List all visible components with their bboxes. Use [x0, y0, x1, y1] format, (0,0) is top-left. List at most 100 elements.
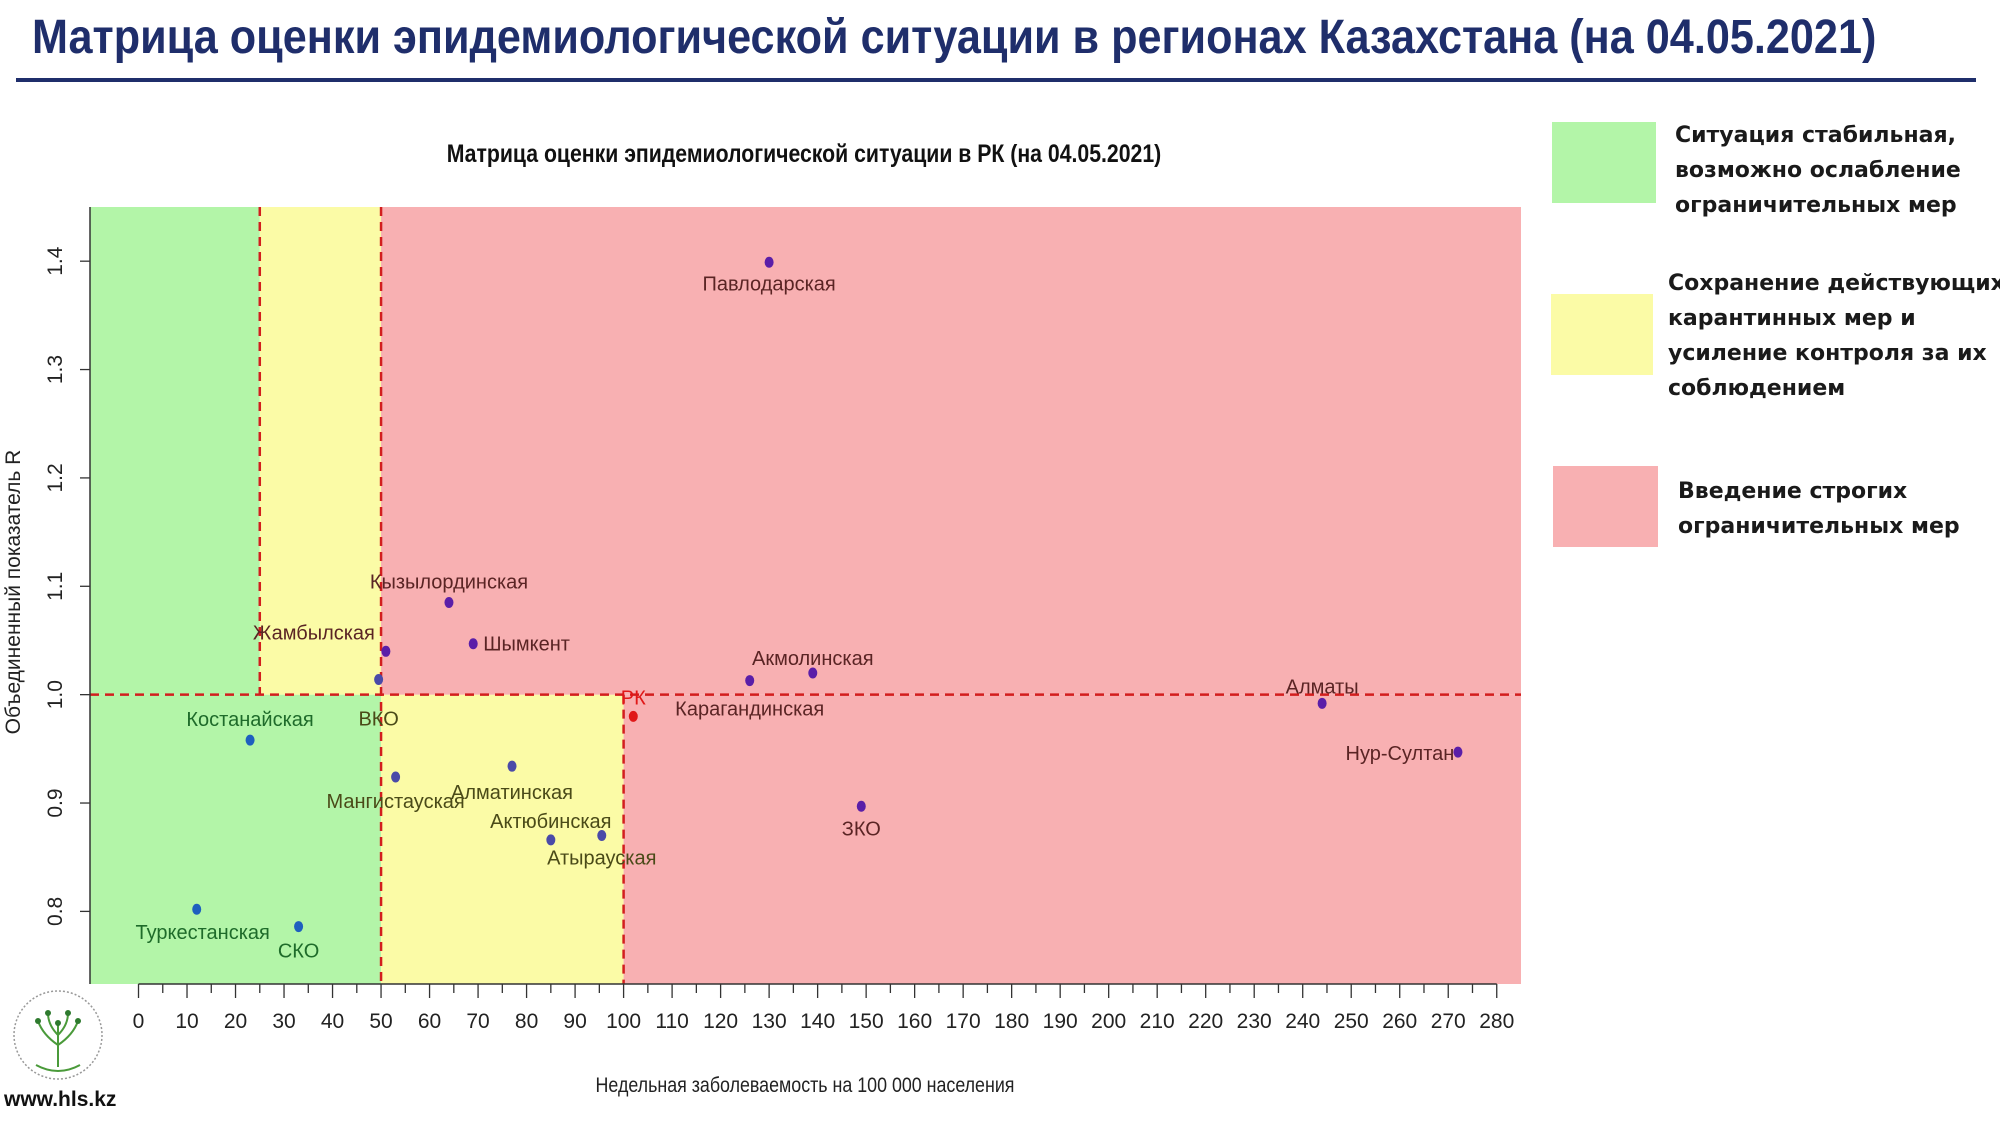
point-marker: [381, 645, 391, 657]
point-marker: [1453, 746, 1463, 758]
data-point-12: Алматинская: [451, 760, 573, 804]
data-point-9: РК: [621, 687, 646, 722]
zone-2: [259, 207, 382, 695]
zone-4: [381, 207, 1522, 695]
data-point-7: Алматы: [1286, 676, 1359, 709]
x-tick-label: 160: [897, 1010, 932, 1033]
legend-swatch: [1551, 294, 1653, 375]
point-marker: [745, 675, 755, 687]
legend-line: соблюдением: [1668, 376, 1846, 401]
point-label: Атырауская: [547, 848, 656, 870]
legend-text: Сохранение действующих карантинных мер и у…: [1668, 266, 2000, 406]
website-url[interactable]: www.hls.kz: [4, 1088, 117, 1111]
y-tick-label: 0.8: [44, 897, 67, 926]
y-tick-label: 1.3: [44, 355, 67, 384]
data-point-10: Костанайская: [186, 709, 314, 746]
legend-text: Ситуация стабильная, возможно ослабление о…: [1675, 118, 1961, 223]
x-tick-label: 250: [1334, 1010, 1369, 1033]
x-tick-label: 140: [800, 1010, 835, 1033]
x-axis-label: Недельная заболеваемость на 100 000 насе…: [596, 1074, 1015, 1098]
zones-layer: [90, 207, 1522, 984]
axes-layer: 0 10 20 30 40 50 60 70 80 90 100 110 120 130 140 150 160…: [44, 207, 1514, 1033]
legend-line: Введение строгих: [1678, 479, 1908, 504]
point-label: Кызылординская: [370, 572, 528, 594]
data-point-11: Мангистауская: [326, 771, 465, 813]
point-label: Карагандинская: [675, 699, 824, 721]
x-tick-label: 20: [224, 1010, 247, 1033]
point-label: Нур-Султан: [1346, 743, 1455, 765]
point-label: Шымкент: [483, 634, 570, 656]
legend-swatch: [1552, 122, 1656, 203]
slide-title: Матрица оценки эпидемиологической ситуац…: [32, 11, 1877, 64]
legend-swatch: [1553, 466, 1658, 547]
x-tick-label: 130: [752, 1010, 787, 1033]
legend-line: возможно ослабление: [1675, 158, 1961, 183]
x-tick-label: 150: [849, 1010, 884, 1033]
x-tick-label: 260: [1382, 1010, 1417, 1033]
point-label: Алматы: [1286, 676, 1359, 698]
x-tick-label: 70: [466, 1010, 489, 1033]
point-marker: [546, 834, 556, 846]
x-tick-label: 120: [703, 1010, 738, 1033]
x-tick-label: 100: [606, 1010, 641, 1033]
point-marker: [294, 921, 304, 933]
point-label: Акмолинская: [752, 648, 874, 670]
x-tick-label: 110: [655, 1010, 688, 1033]
point-marker: [245, 734, 255, 746]
y-axis-label: Объединенный показатель R: [2, 450, 25, 735]
point-marker: [444, 597, 454, 609]
zone-5: [623, 694, 1521, 984]
x-tick-label: 0: [133, 1010, 145, 1033]
x-tick-label: 210: [1140, 1010, 1175, 1033]
zone-0: [90, 694, 382, 984]
point-marker: [597, 830, 607, 842]
data-point-2: Жамбылская: [253, 622, 391, 657]
data-point-0: Павлодарская: [702, 256, 836, 295]
point-marker: [1317, 697, 1327, 709]
point-label: РК: [621, 687, 646, 709]
x-tick-label: 200: [1091, 1010, 1126, 1033]
x-tick-label: 190: [1043, 1010, 1078, 1033]
zone-3: [381, 694, 624, 984]
point-marker: [856, 800, 866, 812]
legend-line: ограничительных мер: [1675, 193, 1957, 218]
point-label: ВКО: [358, 708, 398, 730]
point-marker: [808, 667, 818, 679]
legend-line: усиление контроля за их: [1668, 341, 1987, 366]
x-tick-label: 50: [369, 1010, 392, 1033]
legend-line: Сохранение действующих: [1668, 271, 2000, 296]
data-point-1: Кызылординская: [370, 572, 528, 609]
point-marker: [764, 256, 774, 268]
points-layer: Павлодарская Кызылординская Жамбылская Шымк…: [136, 256, 1463, 963]
y-tick-label: 1.4: [44, 246, 67, 276]
data-point-5: Акмолинская: [752, 648, 874, 679]
point-label: Актюбинская: [490, 811, 611, 833]
point-label: Жамбылская: [253, 622, 375, 644]
x-tick-label: 220: [1188, 1010, 1223, 1033]
x-tick-label: 280: [1479, 1010, 1514, 1033]
x-tick-label: 60: [418, 1010, 441, 1033]
x-tick-label: 30: [272, 1010, 295, 1033]
x-tick-label: 270: [1431, 1010, 1466, 1033]
data-point-16: Туркестанская: [136, 903, 270, 944]
x-tick-label: 40: [321, 1010, 344, 1033]
reference-lines-layer: [90, 207, 1521, 984]
data-point-14: Атырауская: [547, 830, 656, 870]
point-marker: [507, 760, 517, 772]
data-point-3: Шымкент: [468, 634, 570, 656]
data-point-13: Актюбинская: [490, 811, 611, 846]
title-underline: [16, 78, 1976, 82]
point-label: ЗКО: [842, 818, 881, 840]
y-tick-label: 1.1: [44, 572, 67, 601]
point-marker: [374, 673, 384, 685]
point-label: Алматинская: [451, 782, 573, 804]
x-tick-label: 240: [1285, 1010, 1320, 1033]
point-label: Костанайская: [186, 709, 313, 731]
x-tick-label: 90: [563, 1010, 586, 1033]
data-point-15: ЗКО: [842, 800, 881, 840]
point-marker: [468, 638, 478, 650]
point-label: Павлодарская: [702, 273, 835, 295]
zone-1: [90, 207, 260, 695]
x-tick-label: 10: [175, 1010, 198, 1033]
